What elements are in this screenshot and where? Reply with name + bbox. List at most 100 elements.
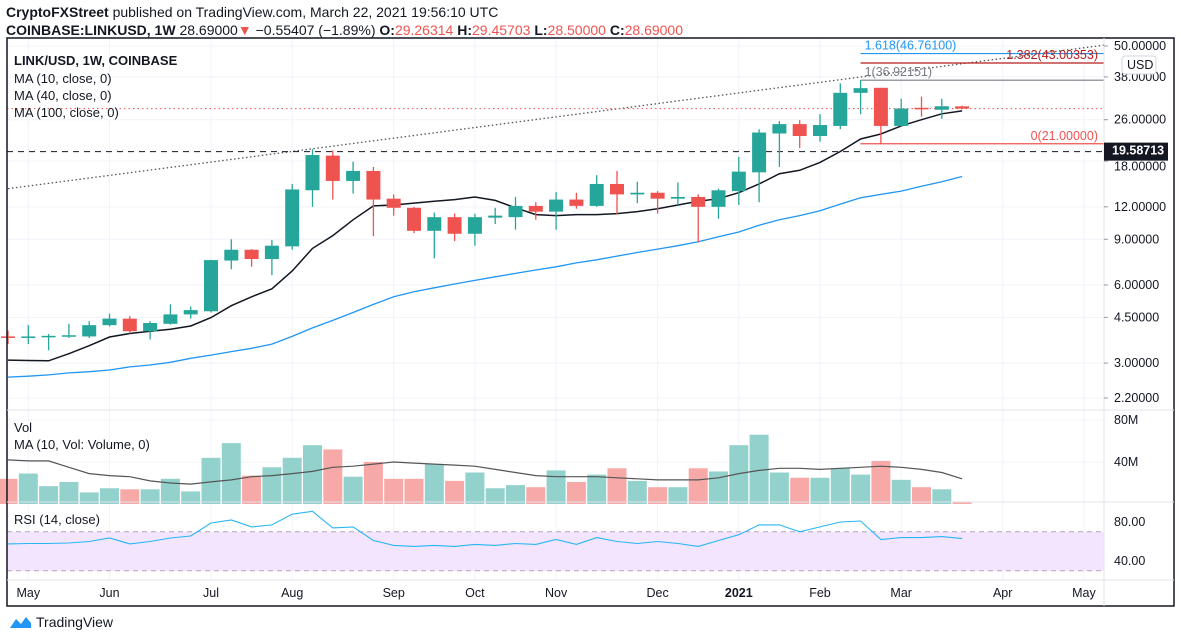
chart-frame [6, 37, 1175, 607]
candle-body [305, 155, 320, 191]
published-text: published on TradingView.com, March 22, … [112, 4, 499, 20]
candle-body [82, 325, 97, 337]
legend-vol-ma[interactable]: MA (10, Vol: Volume, 0) [14, 437, 150, 452]
volume-bar [140, 489, 160, 504]
candle-body [366, 170, 381, 200]
volume-bar [282, 457, 302, 504]
volume-bar [445, 480, 465, 504]
volume-bar [120, 489, 140, 504]
candle-body [61, 335, 76, 337]
candle-body [772, 124, 787, 134]
candle-body [467, 217, 482, 234]
volume-ma-line [7, 459, 963, 485]
volume-bar [668, 487, 688, 504]
candle [610, 170, 624, 215]
rsi-line [7, 510, 963, 547]
candle [589, 175, 604, 207]
date-tick-label: 2021 [725, 586, 753, 600]
candle-body [569, 199, 584, 206]
high-label: H: [457, 22, 473, 38]
legend-ma40[interactable]: MA (40, close, 0) [14, 88, 112, 103]
date-tick-label: Aug [281, 586, 303, 600]
volume-bar [181, 491, 201, 504]
candle [386, 194, 401, 216]
candle-body [630, 192, 645, 195]
candle-body [143, 323, 158, 332]
legend-rsi[interactable]: RSI (14, close) [14, 512, 100, 527]
volume-bar [363, 462, 383, 504]
price-tick-label: 6.00000 [1114, 278, 1159, 292]
rsi-band [7, 531, 1104, 571]
volume-bar [952, 501, 972, 504]
candle-body [386, 198, 401, 208]
candle [285, 183, 300, 250]
candle [833, 83, 848, 130]
price-tick-label: 3.00000 [1114, 356, 1159, 370]
volume-bar [221, 443, 241, 504]
candle [955, 105, 970, 110]
fib-label: 1(36.92151) [865, 65, 932, 79]
candle [163, 304, 178, 325]
candle-body [813, 125, 827, 136]
candle-body [610, 183, 624, 195]
volume-bar [790, 477, 810, 504]
candle-body [163, 314, 178, 324]
volume-bar [404, 478, 424, 504]
legend-vol[interactable]: Vol [14, 420, 33, 435]
candle [711, 188, 726, 219]
symbol-info: COINBASE:LINKUSD, 1W 28.69000▼ −0.55407 … [6, 22, 683, 38]
volume-bar [769, 472, 789, 504]
date-tick-label: May [16, 586, 40, 600]
tradingview-logo[interactable]: TradingView [8, 614, 113, 630]
open-value: 29.26314 [394, 22, 454, 38]
volume-bar [424, 464, 444, 504]
candle [41, 334, 56, 351]
candle-body [752, 132, 767, 173]
candle-body [853, 88, 868, 93]
candle [366, 166, 381, 237]
candle [914, 96, 929, 117]
candle-body [204, 260, 218, 312]
candle-body [650, 192, 665, 199]
candle [670, 182, 685, 205]
volume-bar [79, 492, 99, 504]
volume-bar [566, 481, 586, 504]
candle-body [427, 217, 442, 231]
volume-bar [18, 473, 38, 504]
volume-bar [485, 488, 505, 504]
candle [691, 194, 706, 243]
candle-body [589, 183, 604, 206]
candle [102, 313, 117, 327]
volume-tick-label: 40M [1114, 455, 1138, 469]
price-tick-label: 50.00000 [1114, 39, 1166, 53]
candle [143, 321, 158, 340]
volume-bar [59, 481, 79, 504]
volume-bar [546, 470, 566, 504]
candle [204, 259, 218, 313]
price-tick-label: 26.00000 [1114, 113, 1166, 127]
legend-ma10[interactable]: MA (10, close, 0) [14, 71, 112, 86]
ma10-line [7, 110, 963, 362]
candle [447, 213, 462, 242]
candle [772, 121, 787, 167]
volume-bar [648, 487, 668, 504]
rsi-tick-label: 40.00 [1114, 554, 1145, 568]
candle-body [508, 205, 523, 218]
candle [224, 239, 239, 270]
price-tick-label: 18.00000 [1114, 160, 1166, 174]
candle [325, 150, 340, 200]
candle-body [21, 336, 36, 338]
candle-body [407, 207, 421, 231]
last-price: 28.69000 [179, 22, 238, 38]
date-tick-label: May [1072, 586, 1096, 600]
date-tick-label: Oct [465, 586, 485, 600]
candle [630, 181, 645, 204]
price-change: −0.55407 (−1.89%) [255, 22, 376, 38]
candle-body [325, 155, 340, 181]
legend-ma100[interactable]: MA (100, close, 0) [14, 105, 119, 120]
fib-label: 1.382(43.00353) [1006, 48, 1098, 62]
candle-body [833, 92, 848, 126]
price-tick-label: 9.00000 [1114, 232, 1159, 246]
volume-bar [0, 478, 18, 504]
